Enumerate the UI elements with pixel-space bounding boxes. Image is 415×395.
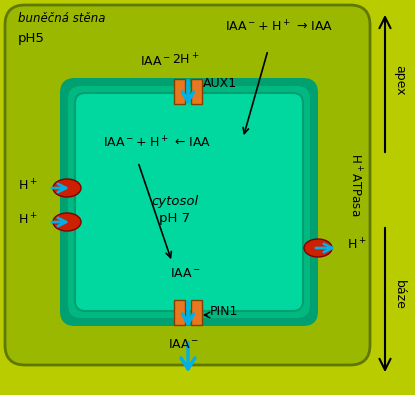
Text: IAA$^-$: IAA$^-$ <box>140 55 171 68</box>
Text: apex: apex <box>393 65 406 95</box>
Text: AUX1: AUX1 <box>203 77 237 90</box>
Text: H$^+$: H$^+$ <box>347 238 366 253</box>
FancyBboxPatch shape <box>75 93 303 311</box>
Text: IAA$^-$: IAA$^-$ <box>168 338 199 351</box>
Text: cytosol: cytosol <box>151 195 198 208</box>
Ellipse shape <box>53 213 81 231</box>
Text: buněčná stěna: buněčná stěna <box>18 12 105 25</box>
Text: H$^+$: H$^+$ <box>18 179 38 194</box>
Text: pH 7: pH 7 <box>159 212 190 225</box>
FancyBboxPatch shape <box>5 5 370 365</box>
Text: pH5: pH5 <box>18 32 45 45</box>
Text: 2H$^+$: 2H$^+$ <box>172 53 200 68</box>
Ellipse shape <box>304 239 332 257</box>
Bar <box>174 300 185 325</box>
Text: IAA$^-$+ H$^+$ ← IAA: IAA$^-$+ H$^+$ ← IAA <box>103 136 211 151</box>
Text: H$^+$: H$^+$ <box>18 213 38 228</box>
Text: báze: báze <box>393 280 406 310</box>
FancyBboxPatch shape <box>60 78 318 326</box>
Bar <box>174 79 185 104</box>
Text: IAA$^-$+ H$^+$ → IAA: IAA$^-$+ H$^+$ → IAA <box>225 20 333 35</box>
Text: IAA$^-$: IAA$^-$ <box>170 267 201 280</box>
Bar <box>191 300 202 325</box>
Ellipse shape <box>53 179 81 197</box>
Bar <box>191 79 202 104</box>
Text: PIN1: PIN1 <box>210 305 238 318</box>
Text: H$^+$ATPasa: H$^+$ATPasa <box>347 153 362 216</box>
FancyBboxPatch shape <box>68 86 310 318</box>
FancyBboxPatch shape <box>5 5 370 365</box>
